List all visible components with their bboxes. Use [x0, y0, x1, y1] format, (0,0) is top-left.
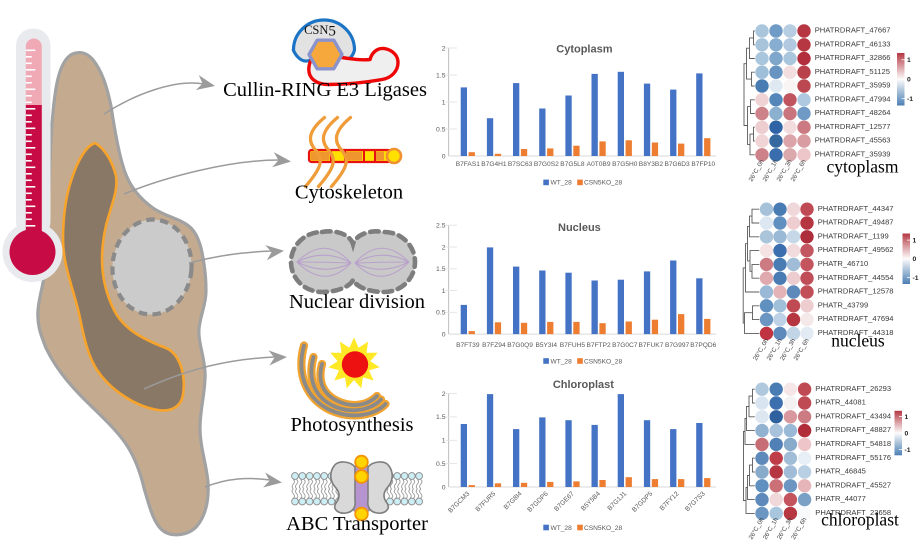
svg-text:-1: -1 [907, 96, 913, 103]
svg-text:Cytoskeleton: Cytoskeleton [295, 182, 403, 204]
svg-text:PHATR_46710: PHATR_46710 [818, 259, 869, 268]
svg-text:B7FZ94: B7FZ94 [482, 342, 506, 349]
svg-text:PHATRDRAFT_32866: PHATRDRAFT_32866 [815, 53, 891, 62]
svg-text:Chloroplast: Chloroplast [553, 379, 614, 391]
svg-text:PHATRDRAFT_12577: PHATRDRAFT_12577 [815, 122, 891, 131]
svg-text:B7FTP2: B7FTP2 [587, 342, 612, 349]
svg-text:1.5: 1.5 [436, 266, 446, 273]
svg-text:Nucleus: Nucleus [558, 222, 601, 234]
svg-text:PHATRDRAFT_44554: PHATRDRAFT_44554 [818, 273, 894, 282]
svg-text:B7G5L8: B7G5L8 [560, 161, 585, 168]
svg-text:B7G0S2: B7G0S2 [534, 161, 559, 168]
svg-text:B7G5H0: B7G5H0 [612, 161, 638, 168]
svg-text:CSN5KO_28: CSN5KO_28 [584, 525, 622, 532]
svg-text:PHATRDRAFT_44318: PHATRDRAFT_44318 [818, 328, 894, 337]
svg-text:nucleus: nucleus [831, 331, 885, 351]
svg-text:0.5: 0.5 [436, 310, 446, 317]
svg-text:PHATRDRAFT_26293: PHATRDRAFT_26293 [815, 384, 891, 393]
svg-text:PHATRDRAFT_23658: PHATRDRAFT_23658 [815, 508, 891, 517]
svg-text:Cullin-RING E3 Ligases: Cullin-RING E3 Ligases [223, 79, 427, 101]
svg-text:0.5: 0.5 [436, 461, 446, 468]
svg-text:PHATR_44081: PHATR_44081 [815, 398, 866, 407]
svg-text:PHATR_44077: PHATR_44077 [815, 494, 866, 503]
svg-text:B8Y3B2: B8Y3B2 [639, 161, 664, 168]
svg-text:B7G6D3: B7G6D3 [664, 161, 690, 168]
svg-text:cytoplasm: cytoplasm [827, 157, 899, 177]
svg-text:1: 1 [442, 438, 446, 445]
svg-text:0: 0 [907, 77, 911, 84]
svg-text:PHATRDRAFT_49487: PHATRDRAFT_49487 [818, 218, 894, 227]
svg-text:B7FAS1: B7FAS1 [456, 161, 481, 168]
svg-text:WT_28: WT_28 [551, 525, 573, 532]
svg-text:ABC Transporter: ABC Transporter [286, 513, 428, 535]
svg-text:PHATRDRAFT_44347: PHATRDRAFT_44347 [818, 204, 894, 213]
svg-text:PHATRDRAFT_35939: PHATRDRAFT_35939 [815, 149, 891, 158]
svg-text:-1: -1 [913, 275, 919, 282]
svg-text:PHATRDRAFT_54818: PHATRDRAFT_54818 [815, 439, 891, 448]
svg-text:2: 2 [442, 244, 446, 251]
svg-text:B7FUH5: B7FUH5 [560, 342, 586, 349]
svg-text:1: 1 [913, 238, 917, 245]
svg-text:PHATRDRAFT_47994: PHATRDRAFT_47994 [815, 94, 891, 103]
svg-text:B7G0Q9: B7G0Q9 [507, 342, 533, 349]
svg-text:0: 0 [442, 153, 446, 160]
svg-text:1.5: 1.5 [436, 414, 446, 421]
svg-text:CSN5: CSN5 [304, 23, 336, 40]
svg-text:PHATR_43799: PHATR_43799 [818, 300, 869, 309]
svg-text:B7PQD6: B7PQD6 [690, 342, 716, 349]
svg-text:CSN5KO_28: CSN5KO_28 [584, 180, 622, 187]
svg-text:PHATRDRAFT_49562: PHATRDRAFT_49562 [818, 245, 894, 254]
svg-text:PHATR_46845: PHATR_46845 [815, 467, 866, 476]
svg-text:PHATRDRAFT_48827: PHATRDRAFT_48827 [815, 425, 891, 434]
svg-text:B7G0C7: B7G0C7 [612, 342, 638, 349]
svg-text:Cytoplasm: Cytoplasm [556, 43, 612, 55]
svg-text:PHATRDRAFT_45527: PHATRDRAFT_45527 [815, 480, 891, 489]
svg-text:B7G997: B7G997 [665, 342, 690, 349]
svg-text:1: 1 [907, 57, 911, 64]
svg-text:B7FP10: B7FP10 [691, 161, 715, 168]
svg-text:2.5: 2.5 [436, 223, 446, 230]
svg-text:WT_28: WT_28 [551, 180, 573, 187]
svg-text:PHATRDRAFT_12578: PHATRDRAFT_12578 [818, 287, 894, 296]
svg-text:PHATRDRAFT_46133: PHATRDRAFT_46133 [815, 39, 891, 48]
svg-text:0: 0 [442, 484, 446, 491]
svg-text:WT_28: WT_28 [551, 358, 573, 365]
svg-text:0: 0 [913, 256, 917, 263]
svg-text:-1: -1 [905, 447, 911, 454]
svg-text:Nuclear division: Nuclear division [289, 291, 425, 313]
svg-text:Photosynthesis: Photosynthesis [290, 414, 413, 436]
svg-text:0: 0 [905, 430, 909, 437]
svg-text:PHATRDRAFT_1199: PHATRDRAFT_1199 [818, 231, 889, 240]
svg-text:0.5: 0.5 [436, 126, 446, 133]
svg-text:1: 1 [442, 99, 446, 106]
svg-text:1: 1 [442, 288, 446, 295]
svg-text:B5Y3I4: B5Y3I4 [535, 342, 557, 349]
svg-text:chloroplast: chloroplast [821, 510, 899, 530]
svg-text:PHATRDRAFT_45563: PHATRDRAFT_45563 [815, 136, 891, 145]
svg-text:1: 1 [905, 414, 909, 421]
svg-text:PHATRDRAFT_47694: PHATRDRAFT_47694 [818, 314, 894, 323]
svg-text:PHATRDRAFT_48264: PHATRDRAFT_48264 [815, 108, 891, 117]
svg-text:2: 2 [442, 391, 446, 398]
svg-text:PHATRDRAFT_51125: PHATRDRAFT_51125 [815, 67, 890, 76]
svg-text:0: 0 [442, 331, 446, 338]
svg-text:PHATRDRAFT_55176: PHATRDRAFT_55176 [815, 453, 891, 462]
svg-text:2: 2 [442, 45, 446, 52]
svg-text:PHATRDRAFT_35959: PHATRDRAFT_35959 [815, 81, 891, 90]
svg-text:CSN5KO_28: CSN5KO_28 [584, 358, 622, 365]
svg-text:B7FUK7: B7FUK7 [638, 342, 663, 349]
svg-text:PHATRDRAFT_47667: PHATRDRAFT_47667 [815, 26, 891, 35]
svg-text:1.5: 1.5 [436, 72, 446, 79]
svg-text:PHATRDRAFT_43494: PHATRDRAFT_43494 [815, 411, 891, 420]
svg-text:B7FT39: B7FT39 [456, 342, 480, 349]
svg-text:A0T0B9: A0T0B9 [587, 161, 611, 168]
svg-text:B7SC63: B7SC63 [508, 161, 533, 168]
svg-text:B7G4H1: B7G4H1 [481, 161, 507, 168]
